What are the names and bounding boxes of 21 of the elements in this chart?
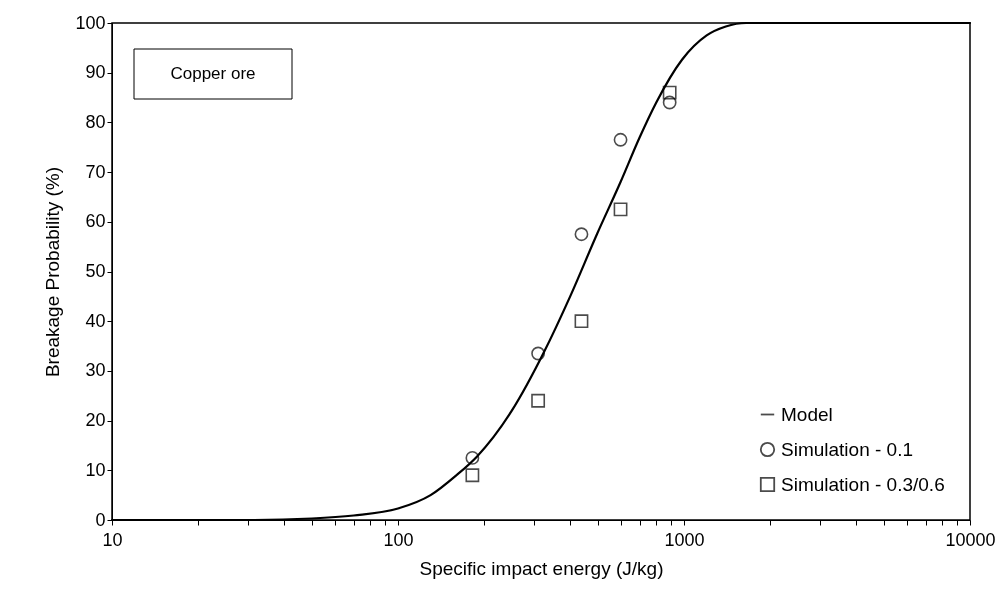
y-tick-label: 90 [85, 62, 106, 83]
legend-label: Simulation - 0.1 [781, 438, 914, 460]
y-tick-label: 80 [85, 111, 106, 132]
x-tick-label: 10 [102, 529, 123, 550]
x-axis-title: Specific impact energy (J/kg) [419, 557, 664, 579]
y-tick-label: 100 [75, 12, 106, 33]
legend-label: Simulation - 0.3/0.6 [781, 473, 945, 495]
y-tick-label: 70 [85, 161, 106, 182]
legend-label: Model [781, 403, 833, 425]
x-tick-label: 10000 [945, 529, 996, 550]
y-tick-label: 30 [85, 360, 106, 381]
annotation: Copper ore [170, 64, 256, 83]
y-tick-label: 60 [85, 211, 106, 232]
x-tick-label: 1000 [664, 529, 705, 550]
y-tick-label: 50 [85, 261, 106, 281]
y-tick-label: 20 [85, 410, 106, 431]
y-tick-label: 10 [85, 459, 106, 480]
y-tick-label: 40 [85, 310, 106, 331]
y-axis-title: Breakage Probability (%) [42, 166, 64, 378]
y-tick-label: 0 [95, 509, 106, 530]
x-tick-label: 100 [383, 529, 414, 550]
